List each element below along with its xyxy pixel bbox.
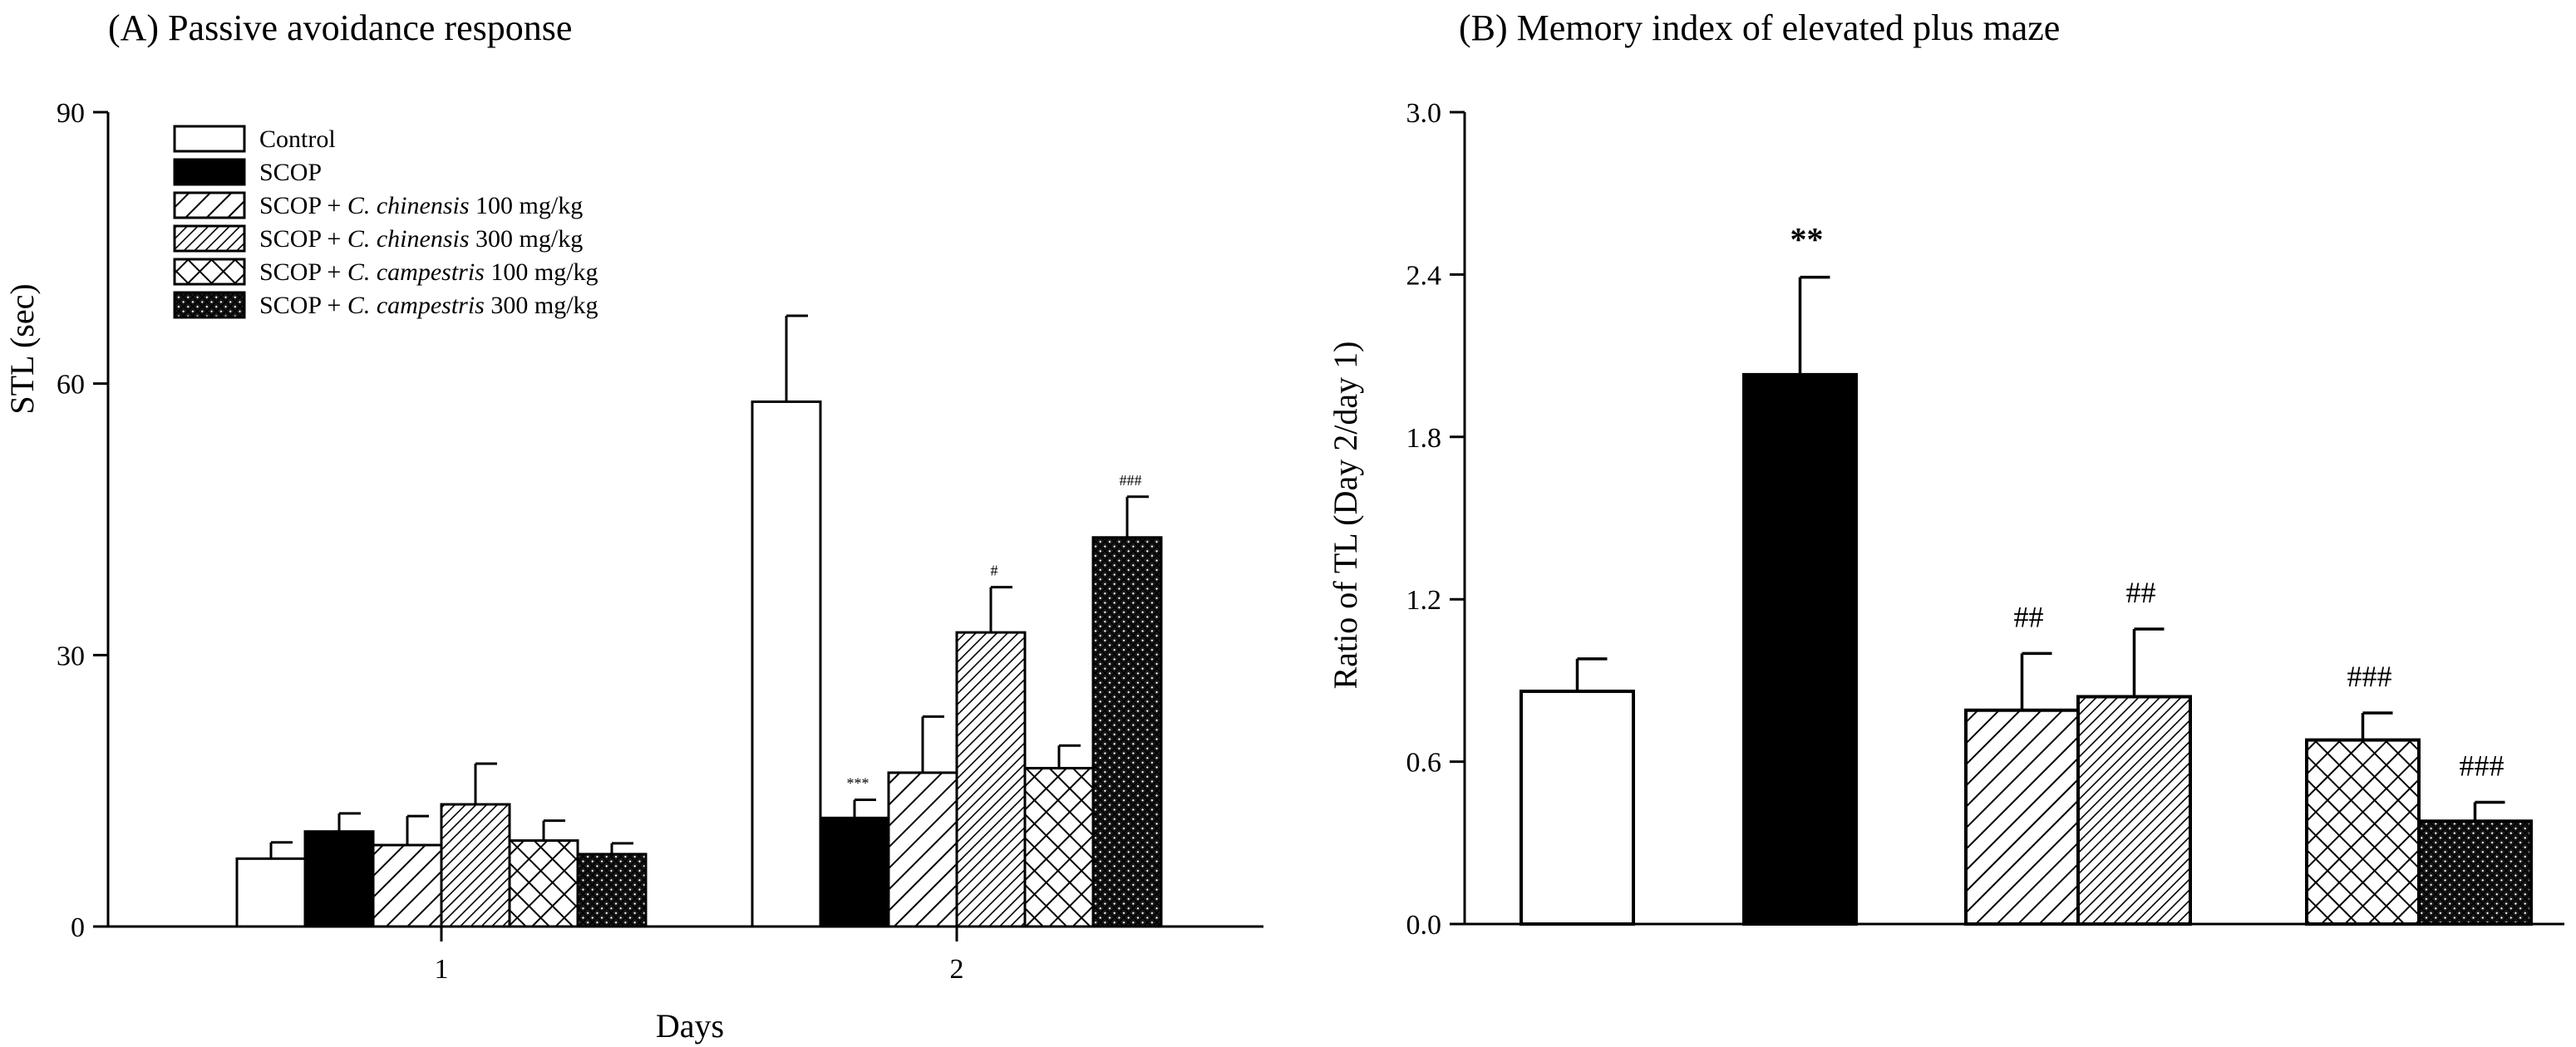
legend-swatch xyxy=(173,191,246,219)
panel-b-y-axis-label: Ratio of TL (Day 2/day 1) xyxy=(1327,342,1364,690)
panel-b-significance-label: ## xyxy=(2014,600,2044,633)
legend-label-prefix: SCOP + xyxy=(259,225,347,253)
panel-a-x-tick-label: 2 xyxy=(950,954,964,985)
panel-b-significance-label: ### xyxy=(2347,660,2392,693)
legend-label-dose: 300 mg/kg xyxy=(470,225,584,253)
panel-a-bar xyxy=(372,843,443,928)
panel-a-bar xyxy=(819,816,890,928)
legend-label-species: C. chinensis xyxy=(347,225,470,253)
panel-b-significance-label: ** xyxy=(1790,221,1824,258)
panel-a-y-tick-label: 30 xyxy=(57,641,85,671)
legend-swatch xyxy=(173,291,246,319)
legend-label-dose: 100 mg/kg xyxy=(470,192,584,219)
panel-b-significance-label: ## xyxy=(2126,576,2156,609)
legend-label-dose: 300 mg/kg xyxy=(485,292,598,319)
legend-swatch xyxy=(173,158,246,186)
panel-b-bar xyxy=(1742,372,1858,926)
legend-label: SCOP + C. chinensis 300 mg/kg xyxy=(259,225,583,253)
panel-a-y-axis-label: STL (sec) xyxy=(3,283,41,414)
legend-label: SCOP + C. campestris 300 mg/kg xyxy=(259,292,598,319)
panel-b-y-tick-label: 3.0 xyxy=(1406,98,1442,129)
panel-b-bar xyxy=(2305,738,2421,927)
panel-b-y-tick-label: 2.4 xyxy=(1406,260,1442,291)
panel-b-title: (B) Memory index of elevated plus maze xyxy=(1459,7,2060,48)
panel-b-bar xyxy=(2076,695,2192,926)
panel-b-y-tick-label: 0.6 xyxy=(1406,748,1442,779)
legend-label-prefix: SCOP + xyxy=(259,192,347,219)
legend-swatch xyxy=(173,125,246,153)
legend: Control SCOP SCOP + C. chinensis 100 mg/kg… xyxy=(173,125,598,319)
legend-label-prefix: SCOP + xyxy=(259,292,347,319)
legend-swatch xyxy=(173,258,246,286)
panel-b-y-tick-label: 0.0 xyxy=(1406,910,1442,941)
panel-b-bar xyxy=(1519,689,1635,927)
legend-label-prefix: SCOP xyxy=(259,159,322,186)
legend-label-prefix: Control xyxy=(259,125,336,153)
panel-a-bar xyxy=(508,839,579,928)
legend-label-species: C. chinensis xyxy=(347,192,470,219)
panel-a-significance-label: ### xyxy=(1120,472,1142,489)
legend-label: SCOP xyxy=(259,159,322,186)
legend-swatch xyxy=(173,224,246,253)
panel-a-title: (A) Passive avoidance response xyxy=(108,7,572,48)
panel-a-bar xyxy=(887,771,958,928)
panel-a-y-tick-label: 90 xyxy=(57,98,85,129)
panel-a-significance-label: # xyxy=(991,563,998,579)
legend-label-prefix: SCOP + xyxy=(259,258,347,286)
legend-label: SCOP + C. chinensis 100 mg/kg xyxy=(259,192,583,219)
panel-a-x-tick-label: 1 xyxy=(435,954,449,985)
panel-b-bar xyxy=(2417,819,2533,926)
panel-b-y-tick-label: 1.8 xyxy=(1406,423,1442,454)
legend-label-dose: 100 mg/kg xyxy=(485,258,598,286)
panel-b-significance-label: ### xyxy=(2460,749,2505,782)
panel-b-plot: 0.00.61.21.82.43.0**########## xyxy=(1406,98,2564,941)
panel-a-bar xyxy=(235,857,307,928)
panel-a-bar xyxy=(751,400,822,928)
legend-label: SCOP + C. campestris 100 mg/kg xyxy=(259,258,598,286)
panel-a-bar xyxy=(1091,536,1163,928)
panel-a-bar xyxy=(440,803,511,928)
panel-b-bar xyxy=(1964,708,2080,926)
legend-label: Control xyxy=(259,125,336,153)
legend-label-species: C. campestris xyxy=(347,258,485,286)
panel-a-y-tick-label: 0 xyxy=(71,912,85,943)
legend-label-species: C. campestris xyxy=(347,292,485,319)
panel-a-significance-label: *** xyxy=(847,775,869,792)
panel-a-bar xyxy=(1023,766,1095,928)
panel-b-y-tick-label: 1.2 xyxy=(1406,585,1442,616)
panel-a-x-axis-label: Days xyxy=(656,1007,724,1045)
panel-a-bar xyxy=(955,631,1027,928)
panel-a-y-tick-label: 60 xyxy=(57,370,85,401)
panel-a-bar xyxy=(576,853,648,928)
panel-a-bar xyxy=(303,830,375,928)
